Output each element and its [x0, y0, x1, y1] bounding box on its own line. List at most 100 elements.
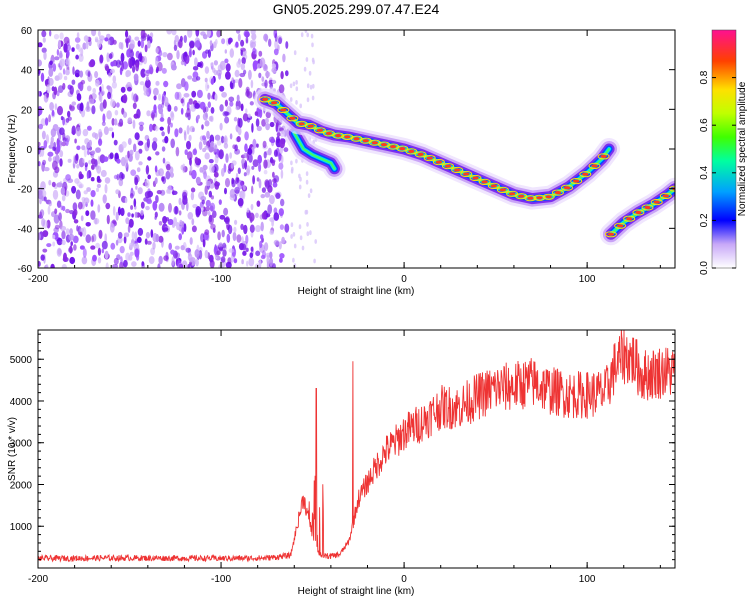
noise-speckle [192, 148, 198, 156]
noise-speckle [290, 160, 293, 166]
noise-speckle [264, 117, 269, 124]
noise-speckle [171, 64, 177, 71]
noise-speckle [136, 236, 142, 243]
noise-speckle [289, 83, 293, 89]
noise-speckle [188, 134, 192, 142]
snr-ylabel: SNR (10 * v/v) [7, 417, 18, 481]
main-track-peak-ring [313, 127, 326, 134]
snr-line-layer [38, 330, 675, 563]
noise-speckle [229, 101, 234, 107]
colorbar-tick-label: 0.0 [699, 261, 710, 275]
noise-speckle [134, 231, 138, 241]
noise-speckle [69, 245, 73, 254]
noise-speckle [141, 261, 145, 267]
noise-speckle [176, 50, 180, 60]
main-track-peak-ring [579, 171, 592, 178]
noise-speckle [50, 128, 57, 138]
noise-speckle [165, 170, 171, 180]
noise-speckle [114, 109, 119, 116]
noise-speckle [120, 52, 125, 63]
noise-speckle [241, 158, 246, 163]
noise-speckle [179, 35, 183, 43]
noise-speckle [207, 101, 211, 108]
noise-speckle [44, 167, 50, 172]
main-track-peak [600, 154, 607, 158]
noise-speckle [305, 179, 309, 185]
noise-speckle [227, 168, 232, 175]
noise-speckle [194, 249, 200, 258]
noise-speckle [142, 56, 148, 65]
noise-speckle [215, 181, 218, 186]
noise-speckle [54, 103, 58, 111]
noise-speckle [94, 71, 99, 79]
noise-speckle [298, 173, 301, 179]
noise-speckle [219, 85, 225, 92]
noise-speckle [234, 69, 240, 78]
noise-speckle [192, 127, 195, 132]
noise-speckle [238, 117, 243, 128]
noise-speckle [144, 44, 148, 53]
noise-speckle [275, 192, 281, 199]
noise-speckle [199, 101, 206, 110]
noise-speckle [255, 118, 260, 128]
noise-speckle [97, 247, 101, 256]
noise-speckle [38, 59, 42, 67]
noise-speckle [41, 30, 47, 38]
noise-speckle [144, 191, 151, 199]
main-track-peak-ring [432, 159, 445, 166]
noise-speckle [195, 30, 200, 37]
noise-speckle [241, 243, 247, 251]
x-tick-label: 0 [401, 274, 407, 285]
main-track-peak-ring [524, 195, 537, 202]
noise-speckle [206, 30, 211, 38]
noise-speckle [157, 61, 163, 72]
noise-speckle [204, 120, 210, 127]
noise-speckle [258, 178, 262, 189]
noise-speckle [43, 51, 47, 60]
noise-speckle [208, 190, 212, 198]
noise-speckle [196, 114, 200, 120]
noise-speckle [44, 117, 49, 126]
noise-speckle [42, 248, 48, 253]
noise-speckle [39, 197, 42, 205]
noise-speckle [222, 249, 227, 257]
noise-speckle [269, 257, 274, 267]
noise-speckle [237, 197, 244, 207]
noise-speckle [50, 263, 55, 268]
noise-speckle [213, 171, 219, 178]
noise-speckle [309, 188, 313, 194]
noise-speckle [306, 83, 310, 89]
noise-speckle [51, 181, 56, 188]
main-track-peak [536, 196, 543, 200]
noise-speckle [295, 80, 298, 85]
noise-speckle [116, 158, 121, 164]
noise-speckle [103, 156, 109, 162]
noise-speckle [252, 47, 257, 55]
noise-speckle [92, 254, 97, 262]
main-track-peak-ring [561, 184, 573, 191]
noise-speckle [97, 39, 102, 48]
noise-speckle [250, 246, 254, 252]
noise-speckle [224, 187, 227, 195]
noise-speckle [312, 83, 315, 89]
noise-speckle [186, 107, 191, 117]
noise-speckle [109, 223, 115, 233]
noise-speckle [43, 196, 47, 202]
main-track-peak [582, 172, 589, 176]
noise-speckle [99, 86, 102, 92]
noise-speckle [189, 237, 193, 245]
colorbar: 0.0 0.2 0.4 0.6 0.8 Normalized spectral ampl… [699, 29, 748, 275]
noise-speckle [77, 201, 83, 210]
noise-speckle [208, 159, 214, 164]
noise-speckle [299, 103, 303, 109]
noise-speckle [233, 116, 238, 122]
noise-speckle [313, 258, 316, 264]
noise-speckle [52, 241, 56, 247]
noise-speckle [152, 241, 156, 250]
noise-speckle [289, 97, 293, 102]
colorbar-tick-label: 0.8 [699, 70, 710, 84]
noise-speckle [271, 63, 276, 69]
noise-speckle [154, 211, 158, 218]
noise-speckle [256, 125, 262, 132]
